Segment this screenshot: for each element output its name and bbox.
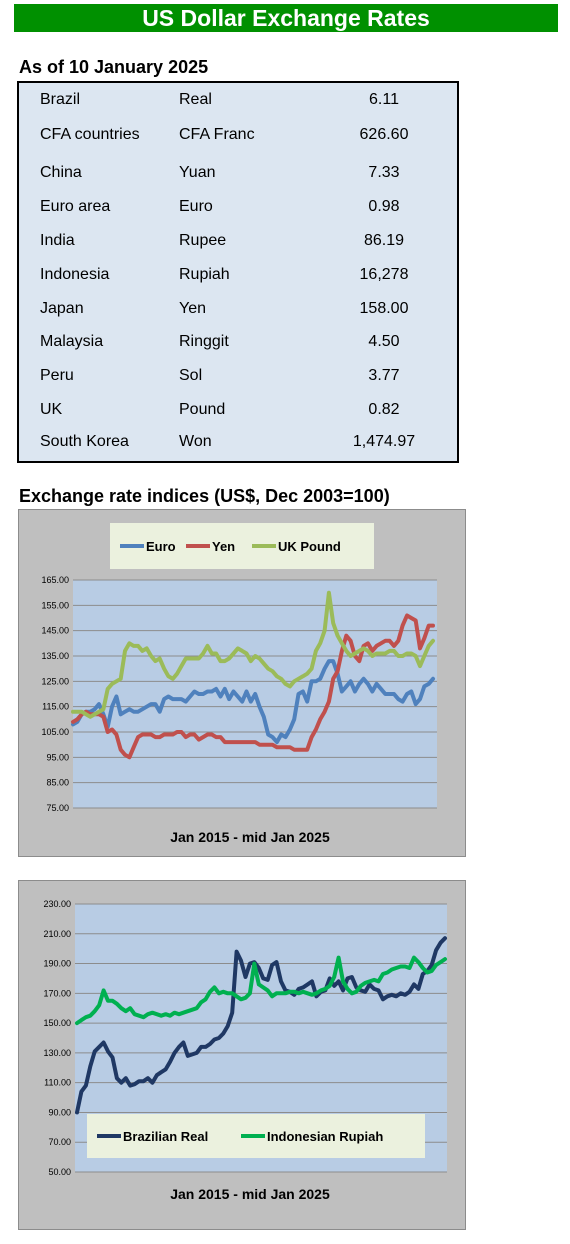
page-title-banner: US Dollar Exchange Rates xyxy=(14,4,558,32)
rate-value: 6.11 xyxy=(369,91,399,108)
rate-country: Japan xyxy=(40,300,84,317)
y-tick-label: 130.00 xyxy=(43,1048,71,1058)
page-title: US Dollar Exchange Rates xyxy=(142,5,430,31)
y-tick-label: 125.00 xyxy=(41,676,69,686)
rate-value: 86.19 xyxy=(363,232,405,249)
rate-value: 4.50 xyxy=(368,333,400,350)
rate-currency: Pound xyxy=(179,401,226,418)
indices-section-title: Exchange rate indices (US$, Dec 2003=100… xyxy=(19,486,390,506)
y-tick-label: 50.00 xyxy=(48,1167,71,1177)
rate-country: Euro area xyxy=(40,198,111,215)
rate-currency: Euro xyxy=(179,198,213,215)
y-tick-label: 85.00 xyxy=(46,778,69,788)
rate-row: Peru Sol 3.77 xyxy=(19,367,457,389)
rate-row: South Korea Won 1,474.97 xyxy=(19,433,457,455)
rate-currency: Rupiah xyxy=(179,266,230,283)
rate-value: 0.82 xyxy=(368,401,400,418)
series-line-yen xyxy=(71,613,435,760)
y-tick-label: 95.00 xyxy=(46,752,69,762)
x-axis-label: Jan 2015 - mid Jan 2025 xyxy=(170,1186,330,1202)
rate-country: Malaysia xyxy=(40,333,104,350)
y-tick-label: 165.00 xyxy=(41,575,69,585)
rate-currency: Yuan xyxy=(179,164,216,181)
rates-table: Brazil Real 6.11 CFA countries CFA Franc 626.… xyxy=(17,81,459,463)
y-tick-label: 110.00 xyxy=(44,1078,71,1088)
y-tick-label: 150.00 xyxy=(43,1018,71,1028)
rate-value: 1,474.97 xyxy=(352,433,416,450)
rate-country: Peru xyxy=(40,367,74,384)
rate-country: CFA countries xyxy=(40,126,140,143)
rate-value: 0.98 xyxy=(368,198,400,215)
rate-country: Indonesia xyxy=(40,266,110,283)
y-tick-label: 170.00 xyxy=(43,988,71,998)
rate-row: CFA countries CFA Franc 626.60 xyxy=(19,126,457,148)
chart-2: 230.00 210.00 190.00 170.00 150.00 130.00 110.… xyxy=(43,899,447,1202)
rate-currency: Rupee xyxy=(179,232,227,249)
y-tick-label: 210.00 xyxy=(43,929,71,939)
rate-country: South Korea xyxy=(40,433,129,450)
x-axis-label: Jan 2015 - mid Jan 2025 xyxy=(170,829,330,845)
legend-label: Brazilian Real xyxy=(123,1129,208,1144)
y-tick-label: 230.00 xyxy=(43,899,71,909)
rate-country: China xyxy=(40,164,82,181)
rate-value: 16,278 xyxy=(359,266,409,283)
chart-1: 165.00 155.00 145.00 135.00 125.00 115.00 105.… xyxy=(41,523,437,845)
series-line-brazilian-real xyxy=(75,936,447,1115)
y-tick-label: 145.00 xyxy=(41,626,69,636)
y-tick-label: 155.00 xyxy=(41,600,69,610)
rate-row: Euro area Euro 0.98 xyxy=(19,198,457,220)
rate-value: 7.33 xyxy=(368,164,400,181)
rate-country: UK xyxy=(40,401,63,418)
rate-row: Malaysia Ringgit 4.50 xyxy=(19,333,457,355)
rate-row: Indonesia Rupiah 16,278 xyxy=(19,266,457,288)
legend-label: Euro xyxy=(146,539,176,554)
rate-country: Brazil xyxy=(40,91,81,108)
rate-currency: Real xyxy=(179,91,212,108)
y-tick-label: 105.00 xyxy=(41,727,69,737)
rate-value: 3.77 xyxy=(368,367,400,384)
rates-section-title: As of 10 January 2025 xyxy=(19,57,209,77)
series-line-indonesian-rupiah xyxy=(75,955,447,1026)
rate-currency: Sol xyxy=(179,367,203,384)
rate-row: Japan Yen 158.00 xyxy=(19,300,457,322)
rate-row: UK Pound 0.82 xyxy=(19,401,457,423)
rate-row: China Yuan 7.33 xyxy=(19,164,457,186)
chart-1-frame: 165.00 155.00 145.00 135.00 125.00 115.00 105.… xyxy=(18,509,466,857)
rate-currency: Won xyxy=(179,433,212,450)
rate-value: 158.00 xyxy=(359,300,409,317)
legend xyxy=(110,523,374,569)
y-tick-label: 190.00 xyxy=(43,959,71,969)
y-tick-label: 115.00 xyxy=(42,702,69,712)
y-tick-label: 75.00 xyxy=(46,803,69,813)
series-line-uk-pound xyxy=(71,590,435,719)
rate-row: India Rupee 86.19 xyxy=(19,232,457,254)
rate-row: Brazil Real 6.11 xyxy=(19,91,457,113)
legend-label: UK Pound xyxy=(278,539,341,554)
rate-currency: CFA Franc xyxy=(179,126,255,143)
y-tick-label: 135.00 xyxy=(41,651,69,661)
y-tick-label: 90.00 xyxy=(48,1107,71,1117)
series-line-euro xyxy=(71,659,435,745)
rate-country: India xyxy=(40,232,75,249)
legend-label: Indonesian Rupiah xyxy=(267,1129,383,1144)
rate-currency: Ringgit xyxy=(179,333,229,350)
rate-currency: Yen xyxy=(179,300,206,317)
rate-value: 626.60 xyxy=(359,126,409,143)
legend-label: Yen xyxy=(212,539,235,554)
y-tick-label: 70.00 xyxy=(48,1137,71,1147)
chart-2-frame: 230.00 210.00 190.00 170.00 150.00 130.00 110.… xyxy=(18,880,466,1230)
